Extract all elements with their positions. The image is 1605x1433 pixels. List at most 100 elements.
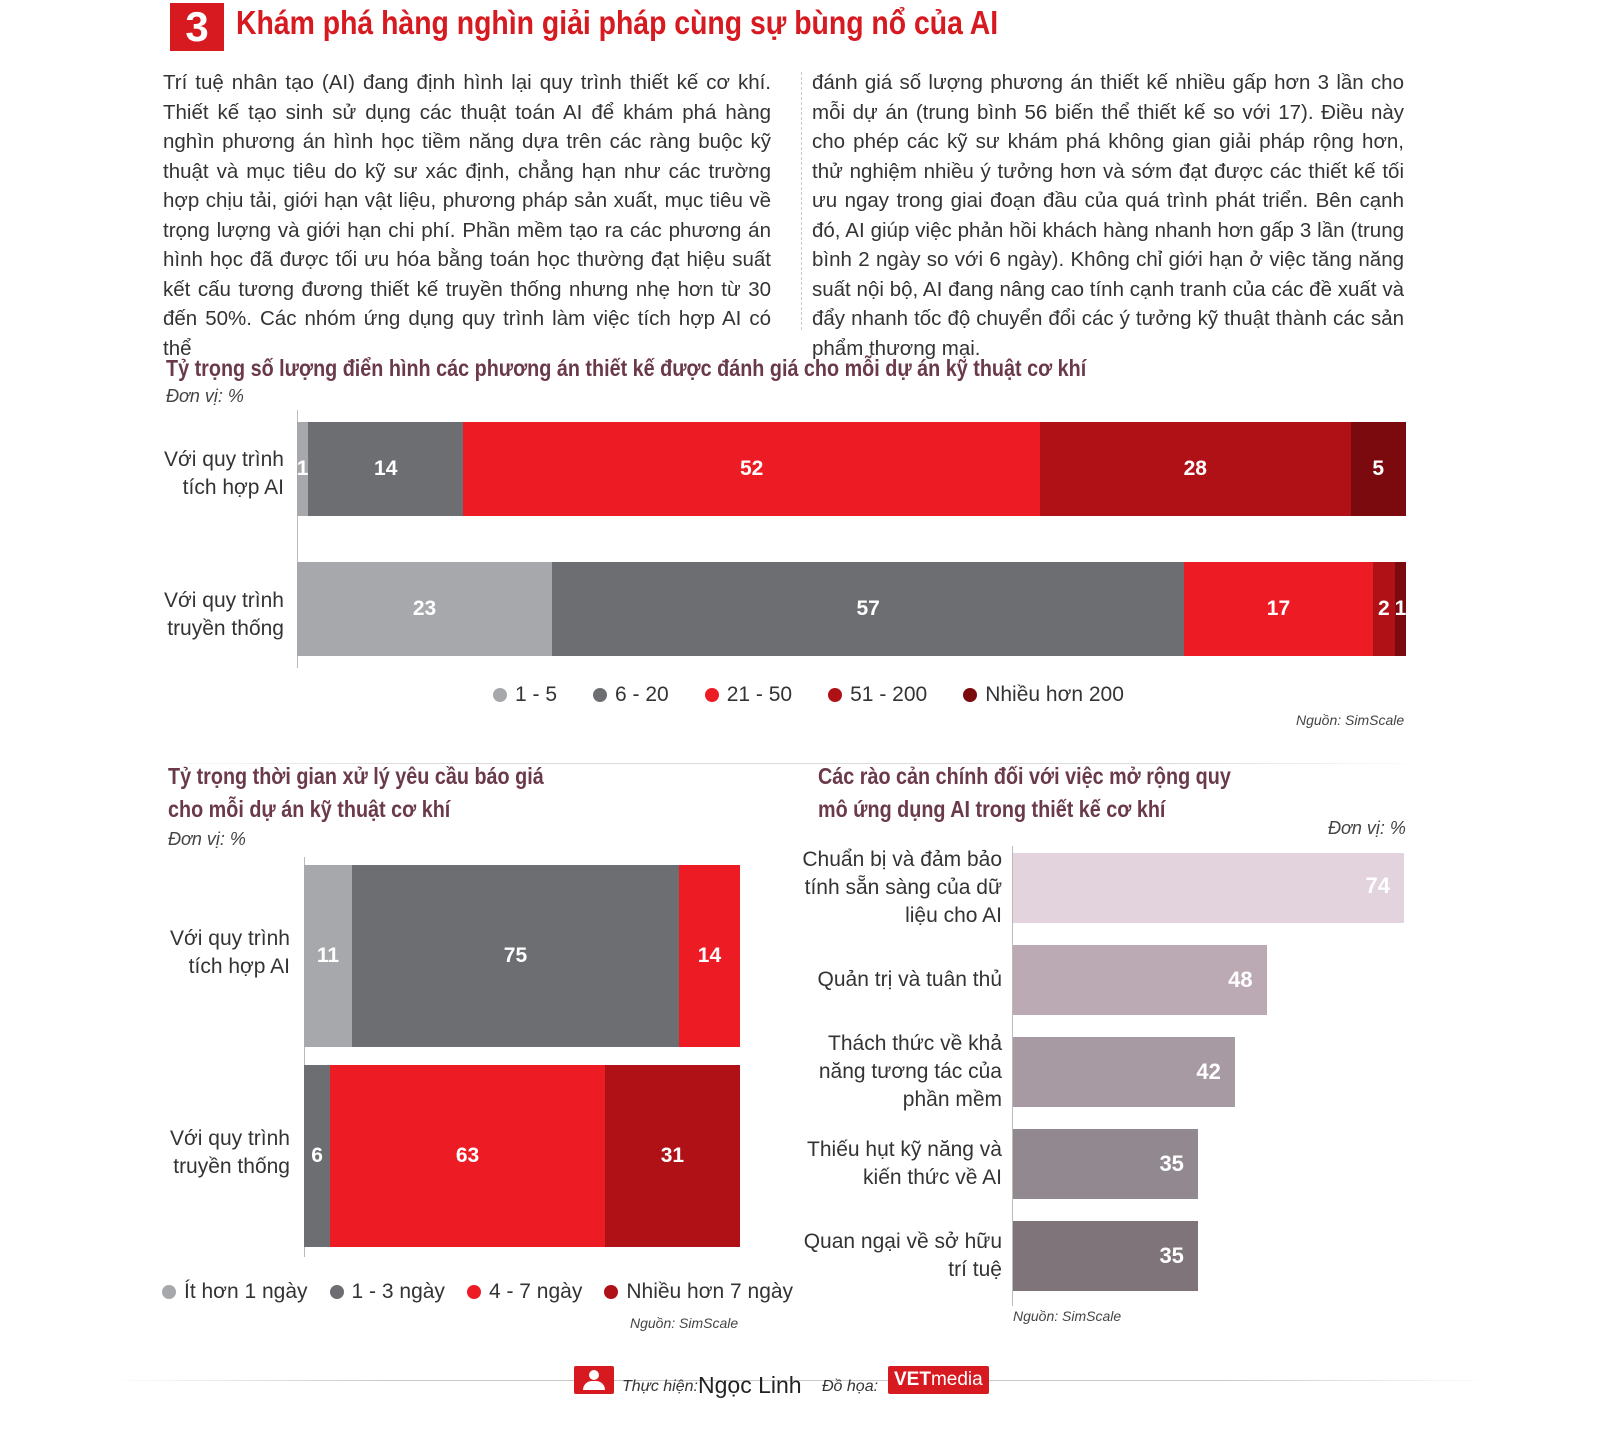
author-icon: [574, 1366, 614, 1394]
legend-label: 21 - 50: [726, 683, 793, 706]
chart3-plot: 74 48 42 35 35: [1013, 853, 1404, 1293]
made-by-name: Ngọc Linh: [698, 1372, 802, 1398]
chart2-legend: Ít hơn 1 ngày 1 - 3 ngày 4 - 7 ngày Nhiều h…: [162, 1280, 815, 1304]
legend-item: 1 - 3 ngày: [329, 1280, 445, 1304]
chart2-category-1: Với quy trình truyền thống: [170, 1127, 290, 1178]
chart1-bar-segment: 14: [308, 422, 464, 516]
brand-vet: VET: [894, 1369, 931, 1390]
chart1-data-label: 5: [1372, 457, 1385, 480]
chart1-data-label: 57: [856, 597, 880, 620]
legend-item: 21 - 50: [704, 683, 793, 707]
chart3-bar: 48: [1013, 945, 1267, 1015]
chart2-source: Nguồn: SimScale: [630, 1315, 739, 1331]
chart1-unit: Đơn vị: %: [166, 386, 244, 406]
legend-dot-icon: [162, 1285, 176, 1299]
chart1-bar-segment: 28: [1040, 422, 1351, 516]
chart2-title: Tỷ trọng thời gian xử lý yêu cầu báo giá…: [168, 763, 544, 822]
chart2-bar-segment: 31: [604, 1065, 740, 1247]
chart1-bar-segment: 23: [297, 562, 553, 656]
chart3-category-labels: Chuẩn bị và đảm bảo tính sẵn sàng của dữ…: [790, 848, 1002, 1293]
chart1-data-label: 28: [1183, 457, 1207, 480]
legend-label: Nhiều hơn 200: [985, 683, 1124, 706]
legend-item: Nhiều hơn 7 ngày: [604, 1280, 793, 1304]
footer-divider: [110, 1380, 1495, 1381]
chart2-unit: Đơn vị: %: [168, 829, 246, 849]
legend-item: Ít hơn 1 ngày: [162, 1280, 308, 1304]
chart1-bar-segment: 17: [1184, 562, 1373, 656]
legend-label: 1 - 3 ngày: [351, 1280, 445, 1303]
chart1-source: Nguồn: SimScale: [1296, 712, 1405, 728]
chart3-category-label: Quan ngại về sở hữu trí tuệ: [803, 1230, 1002, 1281]
page-title: Khám phá hàng nghìn giải pháp cùng sự bù…: [236, 4, 999, 41]
chart1-bar-segment: 57: [552, 562, 1185, 656]
chart3-axis: [1012, 846, 1013, 1306]
legend-label: 51 - 200: [850, 683, 928, 706]
legend-item: 51 - 200: [828, 683, 927, 707]
section-number-badge: 3: [170, 3, 224, 51]
graphics-label: Đồ họa:: [822, 1378, 879, 1395]
legend-dot-icon: [828, 688, 843, 702]
chart3-bar: 35: [1013, 1221, 1198, 1291]
chart1-data-label: 52: [740, 457, 764, 480]
chart1-bar-segment: 1: [297, 422, 309, 516]
chart1-category-1: Với quy trình truyền thống: [164, 589, 284, 640]
chart1-legend: 1 - 5 6 - 20 21 - 50 51 - 200 Nhiều hơn 200: [493, 683, 1160, 707]
chart3-data-label: 35: [1159, 1151, 1184, 1176]
chart3-data-label: 48: [1228, 967, 1253, 992]
chart1-data-label: 23: [412, 597, 437, 620]
chart3-bar: 35: [1013, 1129, 1198, 1199]
chart1-data-label: 2: [1377, 597, 1390, 620]
legend-item: 6 - 20: [593, 683, 669, 707]
legend-dot-icon: [466, 1285, 481, 1299]
chart1-bar-segment: 52: [463, 422, 1041, 516]
chart3-data-label: 74: [1365, 873, 1390, 898]
chart2-data-label: 6: [311, 1144, 323, 1167]
chart2-data-label: 75: [503, 944, 528, 967]
chart1-data-label: 17: [1266, 597, 1291, 620]
body-text-right: đánh giá số lượng phương án thiết kế nhi…: [812, 71, 1404, 360]
brand-media: media: [930, 1369, 983, 1390]
chart1-bar-segment: 2: [1372, 562, 1395, 656]
chart1-data-label: 14: [374, 457, 398, 480]
chart3-category-label: Thiếu hụt kỹ năng và kiến thức về AI: [807, 1138, 1002, 1189]
column-divider: [801, 72, 802, 330]
chart1-category-0: Với quy trình tích hợp AI: [164, 448, 284, 499]
legend-label: 1 - 5: [515, 683, 558, 706]
legend-dot-icon: [604, 1285, 619, 1299]
chart2-bar-segment: 11: [304, 865, 352, 1047]
chart3-data-label: 35: [1159, 1243, 1184, 1268]
chart2-bar-segment: 63: [330, 1065, 605, 1247]
chart3-category-label: Quản trị và tuân thủ: [817, 968, 1002, 991]
chart1-bar-segment: 5: [1350, 422, 1406, 516]
legend-label: 4 - 7 ngày: [488, 1280, 583, 1303]
chart1-title: Tỷ trọng số lượng điển hình các phương á…: [166, 355, 1087, 381]
chart3-bar: 74: [1013, 853, 1404, 923]
legend-dot-icon: [963, 688, 978, 702]
chart3-unit: Đơn vị: %: [1328, 818, 1406, 838]
chart2-axis: [304, 857, 305, 1257]
body-text-left: Trí tuệ nhân tạo (AI) đang định hình lại…: [163, 71, 771, 360]
legend-dot-icon: [493, 688, 507, 702]
legend-dot-icon: [593, 688, 608, 702]
legend-label: 6 - 20: [615, 683, 669, 706]
chart2-bar-segment: 14: [678, 865, 740, 1047]
chart3-source: Nguồn: SimScale: [1013, 1308, 1122, 1324]
chart3-category-label: Thách thức về khả năng tương tác của phầ…: [818, 1032, 1002, 1111]
chart1-axis: [297, 410, 298, 668]
chart3-data-label: 42: [1196, 1059, 1221, 1084]
section-divider: [150, 763, 1430, 764]
vetmedia-logo: VETmedia: [888, 1366, 989, 1394]
chart1-data-label: 1: [297, 457, 309, 480]
chart3-bar: 42: [1013, 1037, 1235, 1107]
legend-item: 4 - 7 ngày: [466, 1280, 583, 1304]
legend-label: Ít hơn 1 ngày: [184, 1280, 308, 1303]
chart1-data-label: 1: [1394, 597, 1406, 620]
chart2-data-label: 11: [316, 944, 340, 967]
legend-item: 1 - 5: [493, 683, 557, 707]
legend-item: Nhiều hơn 200: [963, 683, 1124, 707]
made-by-label: Thực hiện:: [622, 1378, 698, 1395]
chart3-category-label: Chuẩn bị và đảm bảo tính sẵn sàng của dữ…: [802, 848, 1002, 927]
chart2-data-label: 14: [697, 944, 722, 967]
legend-label: Nhiều hơn 7 ngày: [626, 1280, 794, 1303]
chart2-data-label: 63: [455, 1144, 480, 1167]
